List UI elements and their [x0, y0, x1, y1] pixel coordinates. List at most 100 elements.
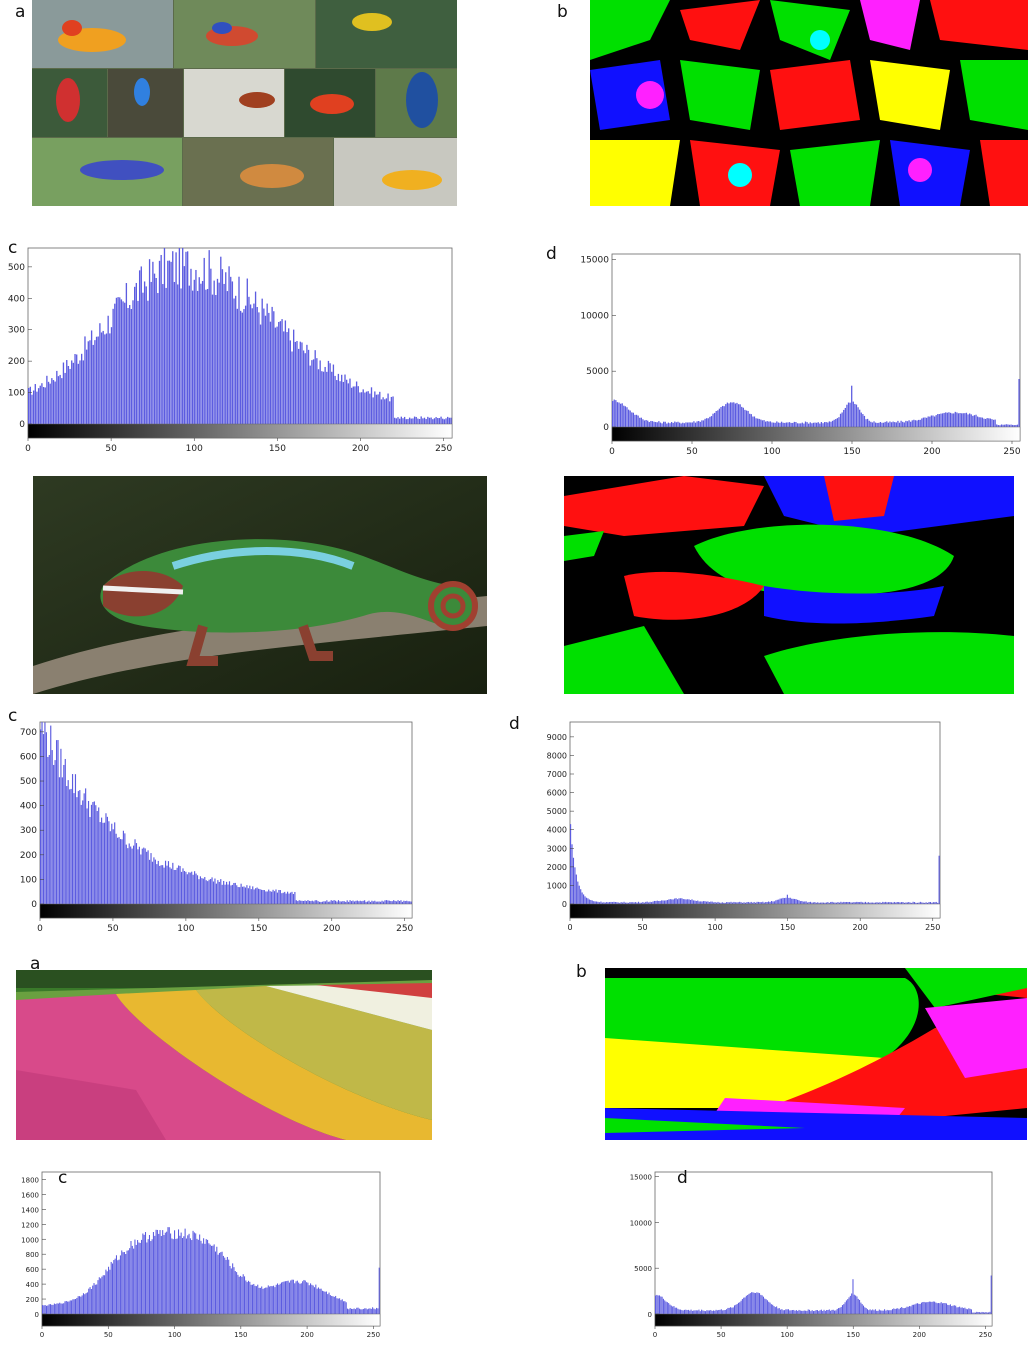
histogram-bar [347, 383, 349, 424]
histogram-bar [249, 885, 251, 904]
histogram-bar [246, 278, 248, 424]
histogram-bar [282, 892, 284, 904]
histogram-bar [117, 837, 119, 904]
histogram-bar [440, 416, 442, 424]
y-tick-label: 5000 [586, 367, 609, 377]
histogram-bar [779, 422, 781, 427]
histogram-bars [42, 1227, 380, 1314]
histogram-bar [964, 413, 966, 427]
histogram-bar [690, 422, 692, 427]
histogram-bar [306, 344, 308, 424]
histogram-bar [606, 901, 608, 904]
histogram-bar [243, 886, 245, 904]
histogram-bar [648, 422, 650, 427]
histogram-bar [280, 1282, 283, 1314]
histogram-bar [190, 268, 192, 424]
histogram-bar [225, 272, 227, 424]
histogram-bar [273, 1285, 275, 1314]
histogram-bar [42, 1305, 44, 1314]
histogram-bar [916, 1303, 919, 1314]
histogram-bar [934, 1301, 936, 1314]
histogram-bar [185, 251, 187, 424]
histogram-bar [773, 1306, 775, 1314]
histogram-bar [60, 1303, 62, 1314]
histogram-bar [666, 1302, 668, 1314]
histogram-bar [969, 1308, 971, 1314]
histogram-bar [831, 420, 834, 427]
x-tick-label: 50 [107, 924, 119, 934]
histogram-bar [956, 412, 958, 427]
histogram-bar [48, 755, 50, 904]
histogram-bar [852, 401, 854, 427]
histogram-bar [686, 422, 689, 427]
y-tick-label: 8000 [547, 751, 567, 760]
histogram-bar [203, 1238, 205, 1314]
histogram-bar [360, 1309, 362, 1314]
histogram-bar [167, 260, 169, 424]
histogram-bar [281, 893, 283, 904]
histogram-bar [699, 421, 701, 427]
histogram-bar [852, 1279, 854, 1314]
histogram-bar [61, 378, 63, 424]
histogram-bar [699, 1311, 701, 1314]
histogram-bar [76, 797, 78, 904]
histogram-bar [649, 901, 651, 904]
histogram-bar [64, 1301, 66, 1314]
histogram-bar [809, 1309, 811, 1314]
histogram-bar [902, 421, 904, 427]
histogram-bar [406, 900, 408, 904]
histogram-bar [929, 416, 931, 427]
histogram-bar [708, 1310, 711, 1314]
histogram-bar [228, 1259, 230, 1314]
histogram-bar [320, 1288, 322, 1314]
histogram-bar [314, 350, 316, 424]
histogram-bar [221, 1251, 223, 1314]
x-tick-label: 100 [186, 444, 203, 454]
histogram-bar [914, 1304, 916, 1314]
histogram-bar [58, 777, 61, 904]
histogram-bar [201, 1243, 203, 1314]
plot-frame [611, 253, 1021, 442]
histogram-bar [844, 407, 846, 427]
histogram-bar [694, 900, 696, 904]
histogram-bar [321, 901, 324, 904]
histogram-bar [751, 1292, 753, 1314]
histogram-bar [42, 387, 45, 424]
histogram-bar [131, 848, 133, 904]
histogram-bar [656, 1294, 658, 1314]
histogram-bar [672, 899, 674, 904]
histogram-bar [72, 1299, 74, 1314]
histogram-bar [167, 1227, 169, 1314]
histogram-bar [574, 867, 576, 904]
histogram-bar [82, 360, 84, 424]
histogram-bar [321, 371, 323, 424]
histogram-bar [289, 340, 292, 424]
histogram-bar [324, 901, 326, 904]
histogram-bar [665, 900, 667, 904]
histogram-bar [760, 902, 762, 904]
histogram-bar [646, 901, 648, 904]
histogram-bar [437, 418, 439, 424]
histogram-bar [952, 1305, 954, 1314]
histogram-bar [622, 902, 624, 904]
histogram-bar [346, 900, 348, 904]
histogram-bar [691, 1310, 693, 1314]
histogram-bar [273, 311, 275, 424]
histogram-bar [353, 901, 356, 904]
histogram-bar [862, 1305, 865, 1314]
histogram-bar [381, 900, 383, 904]
histogram-bar [965, 412, 968, 427]
y-tick-label: 1600 [21, 1191, 39, 1199]
histogram-bar [171, 1238, 173, 1314]
histogram-bar [263, 890, 265, 904]
histogram-bar [62, 362, 65, 424]
histogram-bar [890, 1310, 892, 1314]
histogram-bar [757, 1292, 759, 1314]
histogram-bar [717, 901, 719, 904]
histogram-bar [329, 1295, 331, 1314]
grayscale-colorbar [611, 426, 1021, 442]
histogram-bar [900, 420, 902, 427]
histogram-bar [78, 1296, 81, 1314]
histogram-bar [212, 881, 215, 904]
histogram-bar [724, 1309, 726, 1314]
